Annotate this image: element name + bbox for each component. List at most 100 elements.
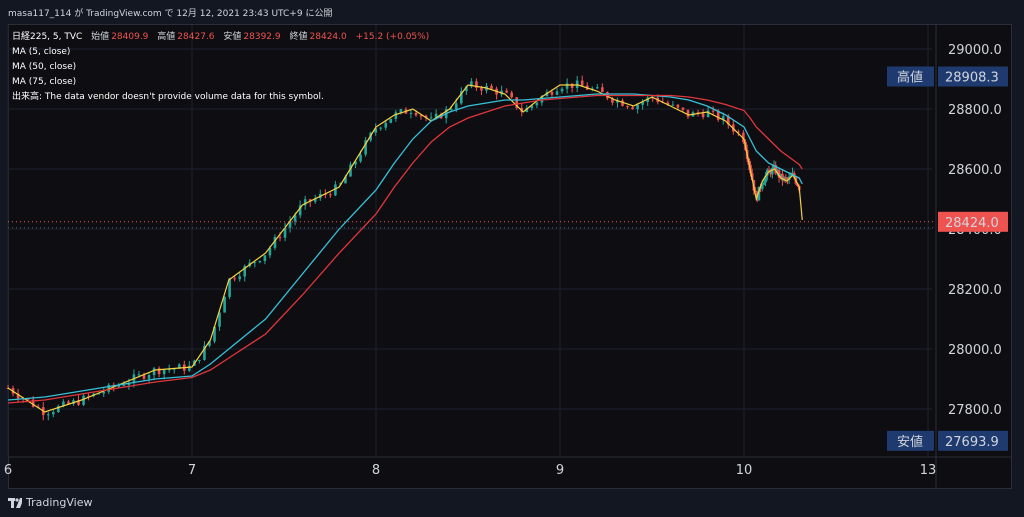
- y-tick-label: 28000.0: [948, 343, 1002, 358]
- candle-body: [313, 198, 317, 202]
- candle-body: [616, 100, 619, 103]
- candle-body: [786, 178, 789, 180]
- candle-body: [238, 276, 241, 280]
- candle-body: [611, 98, 614, 103]
- candle-body: [765, 169, 769, 176]
- candle-body: [782, 177, 786, 181]
- candle-body: [767, 169, 771, 171]
- candle-body: [651, 97, 655, 99]
- candle-body: [122, 385, 126, 387]
- legend-open-label: 始値: [91, 32, 110, 42]
- x-tick-label: 10: [736, 463, 753, 478]
- candle-body: [772, 165, 776, 168]
- legend-high-value: 28427.6: [177, 32, 215, 42]
- candle-body: [580, 80, 584, 86]
- tradingview-logo[interactable]: TradingView: [8, 496, 92, 509]
- candle-body: [575, 80, 579, 88]
- candle-body: [510, 92, 513, 98]
- candle-body: [737, 131, 740, 133]
- candle-body: [384, 122, 388, 128]
- candle-body: [701, 113, 705, 118]
- low-tag-label: 安値: [897, 434, 923, 450]
- candle-body: [621, 100, 624, 107]
- candle-body: [454, 103, 458, 109]
- candle-body: [203, 345, 206, 360]
- candle-body: [636, 104, 639, 110]
- candle-body: [87, 395, 90, 397]
- candle-body: [742, 132, 745, 143]
- legend-ohlc-row: 日経225, 5, TVC 始値 28409.9 高値 28427.6 安値 2839…: [12, 30, 429, 45]
- candle-body: [711, 110, 715, 112]
- candle-body: [117, 385, 121, 387]
- last-price-box: [938, 211, 1008, 232]
- candle-body: [52, 412, 55, 415]
- x-tick-label: 13: [920, 463, 937, 478]
- low-price-box: [938, 430, 1008, 451]
- candle-body: [137, 374, 141, 376]
- legend-ma5[interactable]: MA (5, close): [12, 47, 71, 57]
- legend-low-value: 28392.9: [243, 32, 281, 42]
- candle-body: [779, 173, 783, 178]
- legend-close-value: 28424.0: [309, 32, 347, 42]
- legend-ma50[interactable]: MA (50, close): [12, 62, 77, 72]
- candle-body: [102, 391, 106, 394]
- low-price-label: 27693.9: [945, 435, 999, 450]
- ma50-line: [7, 93, 803, 401]
- candle-body: [550, 92, 554, 95]
- low-tag-box: [887, 430, 934, 451]
- tradingview-logo-icon: [8, 497, 22, 508]
- candle-body: [57, 406, 60, 413]
- y-tick-label: 28600.0: [948, 163, 1002, 178]
- legend-symbol: 日経225, 5, TVC: [12, 32, 83, 42]
- candle-body: [480, 87, 483, 91]
- candle-body: [268, 247, 272, 256]
- candle-body: [475, 81, 478, 88]
- candle-body: [62, 401, 65, 407]
- candle-body: [565, 83, 569, 89]
- candle-body: [777, 170, 781, 178]
- candle-body: [167, 369, 171, 371]
- legend-change: +15.2 (+0.05%): [355, 32, 430, 42]
- candle-body: [774, 165, 777, 174]
- candle-body: [349, 164, 352, 177]
- candle-body: [596, 87, 599, 89]
- ma75-line: [7, 94, 803, 404]
- candle-body: [142, 374, 146, 379]
- chart-panel[interactable]: [8, 24, 1012, 489]
- x-tick-label: 6: [4, 463, 12, 478]
- legend-ma75[interactable]: MA (75, close): [12, 77, 77, 87]
- candle-body: [162, 369, 166, 375]
- legend-volume-note: 出来高: The data vendor doesn't provide vol…: [12, 92, 324, 102]
- candle-body: [530, 105, 534, 109]
- candle-body: [419, 115, 423, 117]
- x-tick-label: 8: [372, 463, 380, 478]
- candle-body: [213, 326, 216, 342]
- candle-body: [208, 341, 211, 346]
- candle-body: [228, 278, 231, 298]
- candle-body: [490, 85, 493, 89]
- candle-body: [364, 140, 367, 155]
- candle-body: [67, 401, 70, 404]
- candle-body: [283, 227, 287, 238]
- candle-body: [293, 215, 297, 222]
- candle-body: [374, 128, 377, 133]
- candle-body: [329, 194, 332, 196]
- legend: 日経225, 5, TVC 始値 28409.9 高値 28427.6 安値 2839…: [12, 30, 429, 105]
- candle-body: [626, 106, 629, 108]
- candle-body: [721, 116, 725, 120]
- y-tick-label: 28800.0: [948, 103, 1002, 118]
- candle-body: [555, 91, 559, 95]
- high-tag-label: 高値: [897, 70, 923, 86]
- candle-body: [278, 237, 282, 239]
- candle-body: [188, 365, 191, 371]
- tradingview-brand: TradingView: [26, 496, 93, 509]
- candle-body: [127, 382, 131, 386]
- candle-body: [706, 110, 710, 118]
- candle-body: [776, 170, 779, 174]
- candle-body: [726, 116, 730, 125]
- candle-body: [26, 398, 30, 400]
- candle-body: [253, 262, 257, 264]
- x-tick-label: 9: [556, 463, 564, 478]
- x-tick-label: 7: [188, 463, 196, 478]
